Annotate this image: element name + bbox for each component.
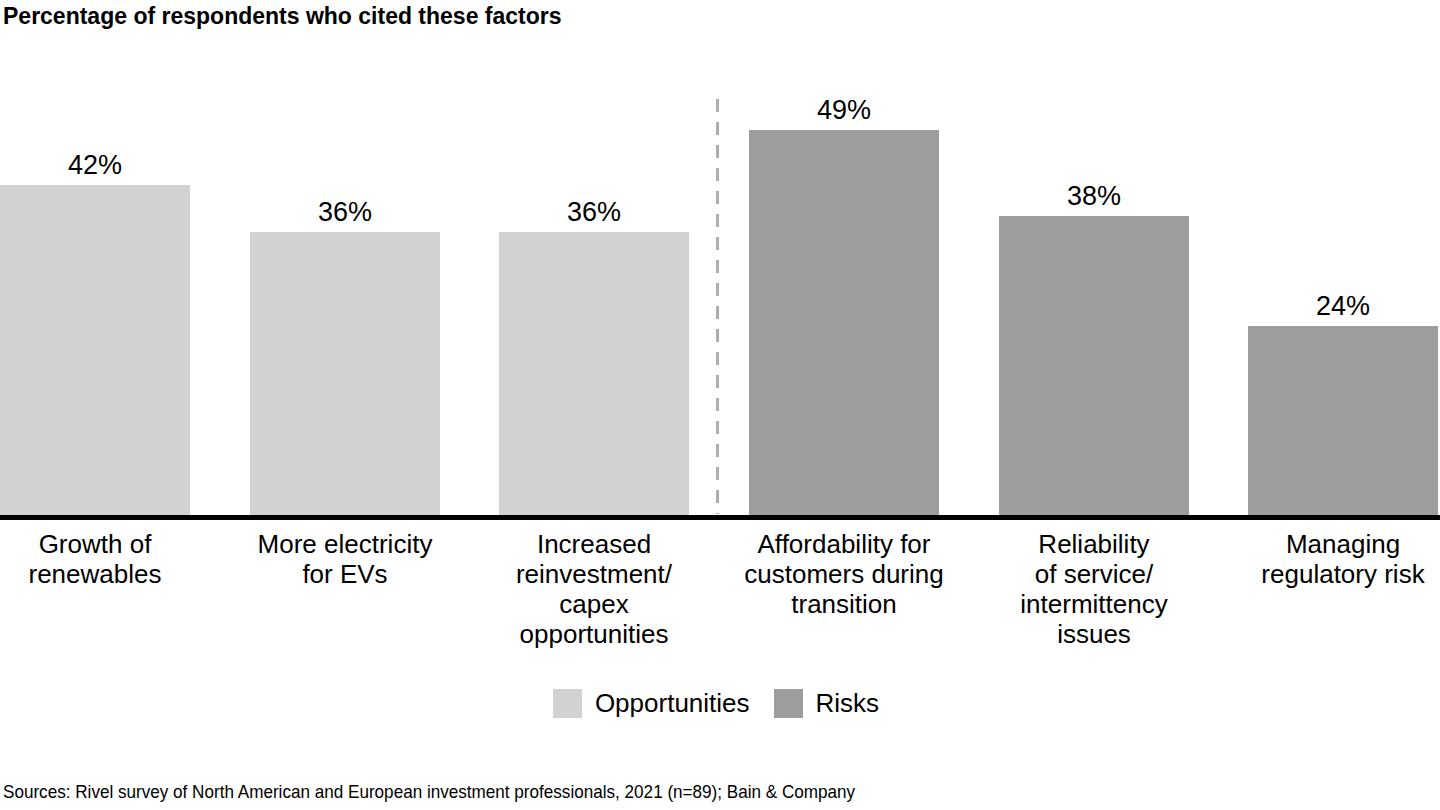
category-label: Increased reinvestment/ capex opportunit… xyxy=(469,529,719,649)
bar-column: 36% xyxy=(250,232,440,515)
bar xyxy=(250,232,440,515)
legend-swatch-risks xyxy=(774,689,803,718)
bar-value-label: 49% xyxy=(749,95,939,125)
bar-value-label: 24% xyxy=(1248,291,1438,321)
legend-swatch-opportunities xyxy=(553,689,582,718)
bar xyxy=(1248,326,1438,515)
category-label: Affordability for customers during trans… xyxy=(719,529,969,619)
legend-item: Risks xyxy=(774,688,888,718)
bar-value-label: 36% xyxy=(499,197,689,227)
category-label: Growth of renewables xyxy=(0,529,220,589)
bar xyxy=(749,130,939,515)
chart-canvas: Percentage of respondents who cited thes… xyxy=(0,0,1440,810)
category-label: Reliability of service/ intermittency is… xyxy=(969,529,1219,649)
bar xyxy=(0,185,190,515)
bar-column: 49% xyxy=(749,130,939,515)
bar-column: 42% xyxy=(0,185,190,515)
bar-value-label: 42% xyxy=(0,150,190,180)
category-label: Managing regulatory risk xyxy=(1218,529,1440,589)
legend-label: Opportunities xyxy=(595,688,750,718)
bar xyxy=(499,232,689,515)
bar-column: 24% xyxy=(1248,326,1438,515)
bar-column: 38% xyxy=(999,216,1189,515)
chart-legend: Opportunities Risks xyxy=(0,688,1440,718)
bar xyxy=(999,216,1189,515)
bar-value-label: 36% xyxy=(250,197,440,227)
x-axis-line xyxy=(0,515,1440,520)
dashed-divider-line xyxy=(716,99,719,514)
legend-item: Opportunities xyxy=(553,688,758,718)
bar-column: 36% xyxy=(499,232,689,515)
source-note: Sources: Rivel survey of North American … xyxy=(3,781,855,803)
category-label: More electricity for EVs xyxy=(220,529,470,589)
bar-value-label: 38% xyxy=(999,181,1189,211)
legend-label: Risks xyxy=(816,688,880,718)
